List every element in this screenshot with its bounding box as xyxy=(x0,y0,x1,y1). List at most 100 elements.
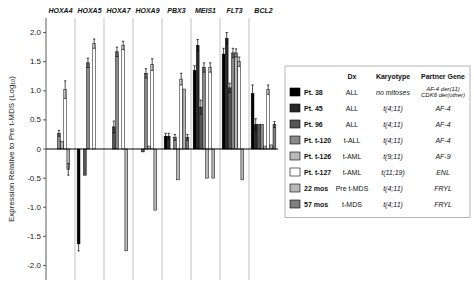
bar xyxy=(151,65,154,149)
error-bar xyxy=(67,164,69,176)
legend-partner: ENL xyxy=(436,169,450,176)
y-tick-label: -2.0 xyxy=(27,261,41,270)
legend-partner: AF-4 xyxy=(434,105,450,112)
bar xyxy=(77,149,80,244)
error-bar xyxy=(122,41,124,49)
error-bar xyxy=(197,40,199,52)
y-tick-label: 0.5 xyxy=(30,115,42,124)
error-bar xyxy=(58,130,60,136)
bar xyxy=(122,45,125,149)
legend-swatch xyxy=(290,104,300,112)
bar xyxy=(183,89,186,149)
legend-swatch xyxy=(290,88,300,96)
legend-label: Pt. 38 xyxy=(304,89,323,96)
y-tick xyxy=(43,236,46,237)
legend-dx: ALL xyxy=(346,121,359,128)
legend-dx: t-AML xyxy=(343,169,362,176)
legend-partner: AF-4 xyxy=(434,137,450,144)
y-tick xyxy=(43,178,46,179)
legend-dx: Pre t-MDS xyxy=(336,185,369,192)
y-tick xyxy=(43,90,46,91)
legend-dx: t-MDS xyxy=(342,201,362,208)
legend-karyotype: t(4;11) xyxy=(383,201,403,209)
legend-partner: FRYL xyxy=(434,185,452,192)
error-bar xyxy=(164,133,166,139)
legend-label: 22 mos xyxy=(304,185,328,192)
error-bar xyxy=(77,237,79,251)
y-tick-label: -0.5 xyxy=(27,174,41,183)
y-axis-label: Expression Relative to Pre t-MDS (Log₁₀) xyxy=(7,76,16,222)
zero-line xyxy=(46,148,278,149)
legend-label: Pt. 45 xyxy=(304,105,323,112)
bar xyxy=(116,52,119,149)
bar xyxy=(241,149,244,180)
bar xyxy=(180,79,183,149)
legend-label: Pt. t-127 xyxy=(304,169,331,176)
y-tick xyxy=(43,149,46,150)
error-bar xyxy=(232,48,234,57)
legend-box xyxy=(285,66,470,218)
bar xyxy=(261,125,264,149)
bar xyxy=(83,149,86,175)
error-bar xyxy=(226,33,228,45)
legend-karyotype: t(4;11) xyxy=(383,185,403,193)
category-label: FLT3 xyxy=(226,7,242,14)
bars xyxy=(58,33,276,251)
bar xyxy=(206,149,209,178)
y-tick-label: -1.5 xyxy=(27,232,41,241)
bar xyxy=(61,141,64,149)
legend-label: Pt. 96 xyxy=(304,121,323,128)
bar xyxy=(232,53,235,149)
bar xyxy=(238,62,241,149)
y-tick xyxy=(43,265,46,266)
category-label: HOXA7 xyxy=(106,7,131,14)
legend-karyotype: t(4;11) xyxy=(383,121,403,129)
y-tick-label: 2.0 xyxy=(30,28,42,37)
error-bar xyxy=(180,73,182,85)
bar xyxy=(209,67,212,149)
error-bar xyxy=(255,119,257,131)
legend-header: Karyotype xyxy=(376,73,410,81)
error-bar xyxy=(235,49,237,57)
legend-partner: FRYL xyxy=(434,201,452,208)
category-label: MEIS1 xyxy=(195,7,216,14)
legend-label: 57 mos xyxy=(304,201,328,208)
bar xyxy=(145,73,148,149)
error-bar xyxy=(203,63,205,72)
legend-swatch xyxy=(290,136,300,144)
category-label: HOXA9 xyxy=(135,7,159,14)
legend-swatch xyxy=(290,168,300,176)
y-tick-label: -1.0 xyxy=(27,203,41,212)
bar xyxy=(154,149,157,210)
legend-karyotype: t(11;19) xyxy=(381,169,405,177)
category-label: PBX3 xyxy=(167,7,185,14)
bar xyxy=(225,38,228,149)
error-bar xyxy=(193,66,195,75)
legend-swatch xyxy=(290,184,300,192)
legend-swatch xyxy=(290,200,300,208)
bar xyxy=(228,88,231,149)
legend-header: Dx xyxy=(348,73,357,80)
bar xyxy=(203,67,206,149)
legend-swatch xyxy=(290,152,300,160)
bar xyxy=(222,54,225,149)
error-bar xyxy=(273,122,275,128)
legend-partner: AF-9 xyxy=(434,153,450,160)
y-tick xyxy=(43,119,46,120)
y-tick-label: 1.0 xyxy=(30,86,42,95)
bar xyxy=(212,149,215,178)
legend-dx: t-ALL xyxy=(344,137,361,144)
error-bar xyxy=(238,57,240,66)
legend-partner: AF-4 der(11) xyxy=(425,86,460,92)
legend-label: Pt. t-126 xyxy=(304,153,331,160)
error-bar xyxy=(267,85,269,94)
category-label: HOXA5 xyxy=(77,7,101,14)
category-label: BCL2 xyxy=(254,7,272,14)
error-bar xyxy=(209,63,211,72)
bar xyxy=(93,44,96,149)
error-bar xyxy=(116,47,118,56)
y-tick-label: 0 xyxy=(37,145,42,154)
y-tick xyxy=(43,32,46,33)
legend-swatch xyxy=(290,120,300,128)
legend: DxKaryotypePartner GenePt. 38ALLno mitos… xyxy=(285,66,470,218)
